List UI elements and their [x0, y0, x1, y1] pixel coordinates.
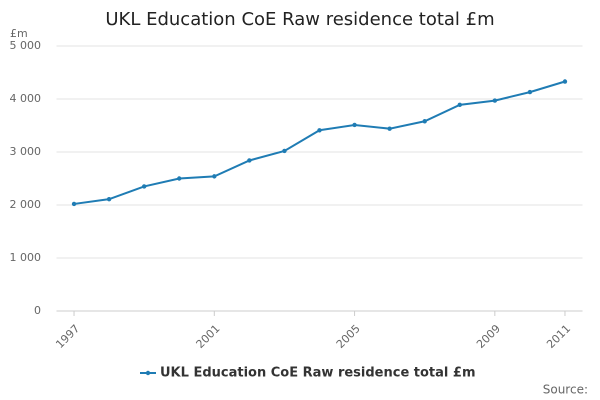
point: [282, 148, 287, 154]
point: [317, 128, 322, 133]
legend-swatch-point: [145, 370, 151, 376]
x-tick-label: 2009: [474, 322, 503, 351]
point: [457, 102, 462, 108]
y-tick-label: 5 000: [10, 39, 42, 52]
line: [73, 80, 566, 205]
point: [387, 126, 392, 131]
y-tick-label: 0: [34, 304, 41, 317]
legend-label: UKL Education CoE Raw residence total £m: [160, 366, 476, 381]
point: [562, 79, 568, 84]
y-tick-label: 4 000: [10, 92, 42, 105]
point: [177, 176, 182, 181]
point: [71, 201, 77, 207]
x-tick-label: 1997: [53, 322, 82, 351]
x-tick-label: 2001: [194, 322, 223, 351]
point: [212, 174, 217, 179]
y-tick-label: 1 000: [10, 251, 42, 264]
x-tick-label: 2005: [334, 322, 363, 351]
point: [141, 184, 147, 189]
point: [492, 98, 498, 103]
x-tick-label: 2011: [544, 322, 573, 351]
point: [352, 122, 357, 128]
source: Source:: [543, 383, 588, 397]
y-tick-label: 3 000: [10, 145, 42, 158]
point: [106, 196, 112, 202]
y-axis-label: £m: [10, 27, 28, 40]
y-tick-label: 2 000: [10, 198, 42, 211]
chart-title: UKL Education CoE Raw residence total £m: [105, 9, 494, 30]
point: [247, 158, 252, 163]
point: [527, 89, 533, 95]
point: [422, 119, 427, 124]
